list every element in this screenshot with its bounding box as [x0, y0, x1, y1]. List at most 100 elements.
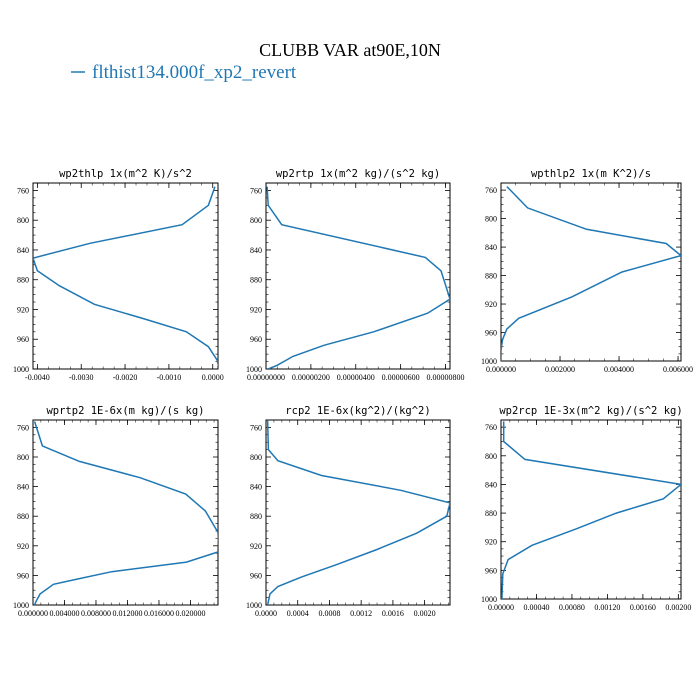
y-tick-label: 880 [485, 509, 497, 518]
y-tick-label: 760 [17, 423, 29, 432]
y-tick-label: 1000 [13, 601, 29, 610]
y-tick-label: 760 [17, 186, 29, 195]
plot-frame [32, 419, 219, 606]
y-tick-label: 920 [17, 542, 29, 551]
y-tick-label: 800 [250, 453, 262, 462]
y-tick-label: 840 [485, 243, 497, 252]
y-tick-label: 760 [485, 186, 497, 195]
legend: flthist134.000f_xp2_revert [71, 62, 297, 83]
y-tick-label: 800 [17, 216, 29, 225]
x-tick-label: 0.0008 [318, 609, 340, 618]
x-tick-label: 0.00000400 [337, 373, 375, 382]
y-tick-label: 800 [485, 452, 497, 461]
x-tick-label: 0.0020 [414, 609, 436, 618]
x-tick-label: 0.00000 [488, 603, 514, 612]
series-line [266, 186, 450, 369]
x-tick-label: -0.0010 [157, 373, 182, 382]
panel-0: wp2thlp 1x(m^2 K)/s^2 760 800 840 880 920 960 1… [13, 168, 224, 382]
legend-label: flthist134.000f_xp2_revert [92, 62, 297, 83]
panel-title: wp2rtp 1x(m^2 kg)/(s^2 kg) [276, 168, 440, 180]
panel-5: wp2rcp 1E-3x(m^2 kg)/(s^2 kg)760 800 840 88… [481, 405, 691, 612]
panels: wp2thlp 1x(m^2 K)/s^2 760 800 840 880 920 960 1… [13, 168, 693, 618]
panel-title: wp2rcp 1E-3x(m^2 kg)/(s^2 kg) [499, 405, 682, 417]
x-tick-label: -0.0030 [69, 373, 94, 382]
panel-title: wprtp2 1E-6x(m kg)/(s kg) [46, 405, 204, 417]
x-tick-label: 0.00000800 [427, 373, 465, 382]
y-tick-label: 800 [250, 216, 262, 225]
x-tick-label: 0.0000 [255, 609, 277, 618]
y-tick-label: 1000 [246, 365, 262, 374]
plot-frame [500, 419, 682, 600]
y-tick-label: 1000 [13, 365, 29, 374]
y-tick-label: 880 [250, 276, 262, 285]
panel-3: wprtp2 1E-6x(m kg)/(s kg) 760 800 840 880 920… [13, 405, 219, 618]
x-tick-label: 0.002000 [545, 365, 575, 374]
x-tick-label: 0.00080 [559, 603, 585, 612]
panel-title: wp2thlp 1x(m^2 K)/s^2 [59, 168, 192, 180]
y-tick-label: 960 [17, 571, 29, 580]
x-tick-label: 0.0004 [287, 609, 309, 618]
y-tick-label: 960 [17, 335, 29, 344]
x-tick-label: 0.004000 [49, 609, 79, 618]
x-tick-label: 0.000000 [486, 365, 516, 374]
x-tick-label: 0.020000 [175, 609, 205, 618]
y-tick-label: 920 [17, 305, 29, 314]
y-tick-label: 880 [250, 512, 262, 521]
plot-frame [265, 419, 451, 606]
x-tick-label: 0.00000000 [247, 373, 285, 382]
x-tick-label: -0.0040 [25, 373, 50, 382]
y-tick-label: 960 [485, 329, 497, 338]
y-tick-label: 760 [250, 186, 262, 195]
x-tick-label: 0.0012 [350, 609, 372, 618]
y-tick-label: 880 [17, 512, 29, 521]
x-tick-label: 0.00000600 [382, 373, 420, 382]
x-tick-label: 0.00040 [523, 603, 549, 612]
y-tick-label: 840 [250, 246, 262, 255]
y-tick-label: 1000 [246, 601, 262, 610]
series-line [33, 186, 218, 367]
panel-title: rcp2 1E-6x(kg^2)/(kg^2) [285, 405, 430, 417]
x-tick-label: 0.00200 [665, 603, 691, 612]
plot-frame [32, 182, 219, 370]
x-tick-label: 0.000000 [18, 609, 48, 618]
y-tick-label: 960 [250, 571, 262, 580]
series-line [501, 421, 681, 599]
y-tick-label: 840 [17, 246, 29, 255]
y-tick-label: 800 [485, 215, 497, 224]
series-line [33, 421, 218, 605]
panel-title: wpthlp2 1x(m K^2)/s [531, 168, 651, 180]
panel-1: wp2rtp 1x(m^2 kg)/(s^2 kg) 760 800 840 880 92… [246, 168, 465, 382]
y-tick-label: 840 [250, 483, 262, 492]
y-tick-label: 920 [250, 542, 262, 551]
figure-title: CLUBB VAR at90E,10N [259, 40, 441, 60]
plot-frame [500, 182, 682, 362]
panel-2: wpthlp2 1x(m K^2)/s 760 800 840 880 920 960 100… [481, 168, 693, 374]
x-tick-label: 0.008000 [81, 609, 111, 618]
y-tick-label: 960 [485, 566, 497, 575]
x-tick-label: 0.004000 [604, 365, 634, 374]
y-tick-label: 960 [250, 335, 262, 344]
y-tick-label: 880 [17, 276, 29, 285]
y-tick-label: 840 [17, 483, 29, 492]
series-line [501, 186, 681, 361]
y-tick-label: 840 [485, 480, 497, 489]
x-tick-label: 0.0016 [382, 609, 404, 618]
x-tick-label: -0.0020 [113, 373, 138, 382]
y-tick-label: 920 [250, 305, 262, 314]
y-tick-label: 1000 [481, 357, 497, 366]
panel-4: rcp2 1E-6x(kg^2)/(kg^2) 760 800 840 880 920 96… [246, 405, 451, 618]
y-tick-label: 920 [485, 300, 497, 309]
series-line [266, 420, 450, 605]
x-tick-label: 0.00120 [594, 603, 620, 612]
y-tick-label: 800 [17, 453, 29, 462]
y-tick-label: 880 [485, 272, 497, 281]
x-tick-label: 0.00000200 [292, 373, 330, 382]
y-tick-label: 1000 [481, 595, 497, 604]
x-tick-label: 0.00160 [630, 603, 656, 612]
y-tick-label: 920 [485, 538, 497, 547]
y-tick-label: 760 [250, 423, 262, 432]
x-tick-label: 0.0000 [202, 373, 224, 382]
x-tick-label: 0.006000 [663, 365, 693, 374]
y-tick-label: 760 [485, 423, 497, 432]
